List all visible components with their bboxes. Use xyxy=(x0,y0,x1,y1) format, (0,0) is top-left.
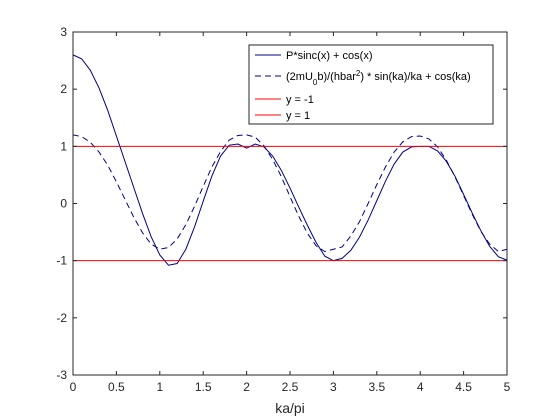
series-line xyxy=(72,54,508,266)
x-tick-label: 4.5 xyxy=(455,380,472,394)
legend-box xyxy=(248,44,494,125)
x-axis-label: ka/pi xyxy=(275,400,305,416)
y-tick-label: -3 xyxy=(56,368,67,382)
y-tick-label: -1 xyxy=(56,254,67,268)
x-tick-label: 3.5 xyxy=(368,380,385,394)
y-tick-label: 0 xyxy=(60,197,67,211)
x-tick-label: 2.5 xyxy=(282,380,299,394)
legend-entry: y = 1 xyxy=(255,110,310,122)
x-tick-label: 0.5 xyxy=(108,380,125,394)
legend-entry: P*sinc(x) + cos(x) xyxy=(255,50,373,62)
y-axis: -3 -2 -1 0 1 2 3 xyxy=(56,25,507,382)
x-tick-label: 4 xyxy=(417,380,424,394)
legend-label: (2mU0b)/(hbar2) * sin(ka)/ka + cos(ka) xyxy=(286,69,471,87)
x-axis: 0 0.5 1 1.5 2 2.5 3 3.5 4 4.5 5 xyxy=(70,32,511,394)
x-tick-label: 0 xyxy=(70,380,77,394)
y-tick-label: 1 xyxy=(60,139,67,153)
y-tick-label: 2 xyxy=(60,82,67,96)
legend-entry: (2mU0b)/(hbar2) * sin(ka)/ka + cos(ka) xyxy=(255,69,471,87)
y-tick-label: 3 xyxy=(60,25,67,39)
legend-label: y = 1 xyxy=(286,110,310,122)
x-tick-label: 5 xyxy=(504,380,511,394)
x-tick-label: 3 xyxy=(330,380,337,394)
legend-label: y = -1 xyxy=(286,94,314,106)
legend: P*sinc(x) + cos(x) (2mU0b)/(hbar2) * sin… xyxy=(248,44,494,125)
x-tick-label: 2 xyxy=(243,380,250,394)
legend-label: P*sinc(x) + cos(x) xyxy=(286,50,373,62)
series-layer xyxy=(72,54,508,266)
legend-entry: y = -1 xyxy=(255,94,314,106)
y-tick-label: -2 xyxy=(56,311,67,325)
series-line xyxy=(72,134,508,253)
x-tick-label: 1.5 xyxy=(195,380,212,394)
x-tick-label: 1 xyxy=(156,380,163,394)
